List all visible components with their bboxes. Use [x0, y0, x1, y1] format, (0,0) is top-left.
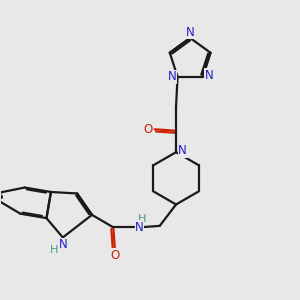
Text: O: O: [143, 123, 153, 136]
Text: N: N: [186, 26, 194, 38]
Text: O: O: [110, 249, 119, 262]
Text: N: N: [168, 70, 177, 83]
Text: H: H: [50, 245, 59, 255]
Text: N: N: [58, 238, 67, 251]
Text: N: N: [178, 144, 187, 157]
Text: H: H: [138, 214, 146, 224]
Text: N: N: [205, 69, 214, 82]
Text: N: N: [135, 221, 144, 234]
